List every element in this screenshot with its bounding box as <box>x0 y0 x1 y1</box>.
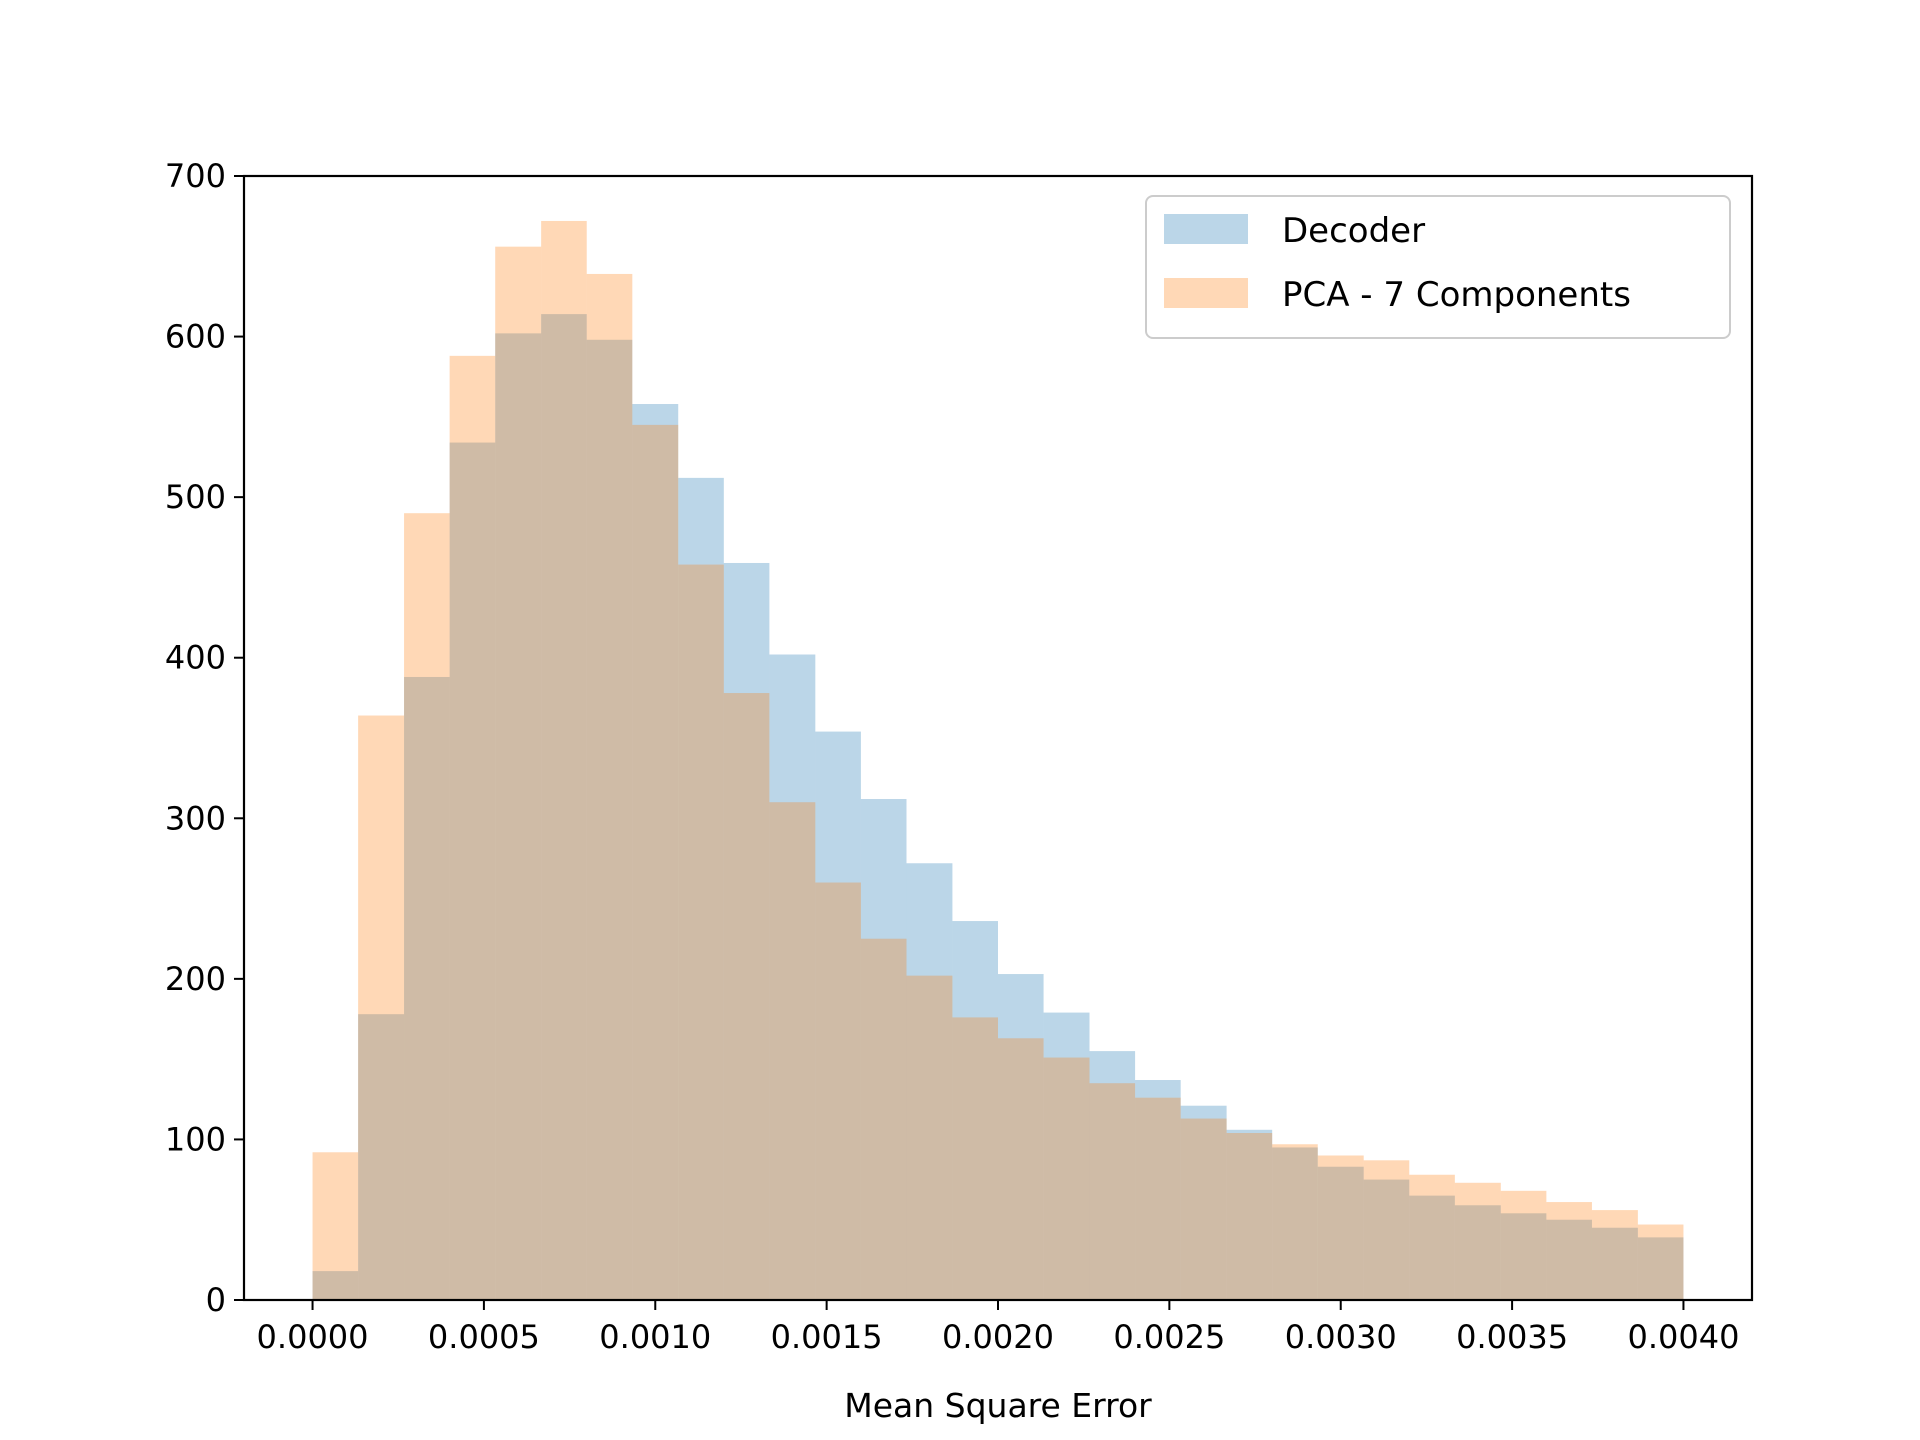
x-axis: 0.0000 0.0005 0.0010 0.0015 0.0020 0.0025 0.00… <box>257 1300 1739 1356</box>
x-tick-label: 0.0030 <box>1285 1318 1397 1356</box>
bar <box>769 802 816 1300</box>
bar <box>723 562 770 1300</box>
bar <box>906 863 953 1300</box>
x-tick-label: 0.0000 <box>257 1318 369 1356</box>
bar <box>1135 1080 1181 1300</box>
bar <box>1089 1083 1136 1300</box>
bar <box>1409 1174 1455 1300</box>
bar <box>1043 1057 1090 1300</box>
x-tick-label: 0.0020 <box>942 1318 1054 1356</box>
bar <box>1546 1219 1592 1300</box>
legend-swatch <box>1164 214 1248 244</box>
bar <box>723 693 770 1300</box>
y-tick-label: 100 <box>165 1120 226 1158</box>
bar <box>495 246 542 1301</box>
bar <box>1226 1133 1273 1300</box>
bar <box>769 654 816 1300</box>
bar <box>1591 1227 1638 1300</box>
bar <box>1363 1179 1410 1300</box>
bar <box>860 799 907 1300</box>
bar <box>1226 1129 1273 1300</box>
bar <box>541 314 587 1300</box>
x-tick-label: 0.0005 <box>428 1318 540 1356</box>
bar <box>1043 1012 1090 1300</box>
bar <box>952 921 998 1300</box>
bar <box>860 938 907 1300</box>
x-axis-label: Mean Square Error <box>844 1386 1152 1425</box>
bar <box>541 220 587 1301</box>
bar <box>632 424 679 1300</box>
bar <box>1089 1051 1136 1300</box>
y-tick-label: 700 <box>165 157 226 195</box>
plot-frame <box>242 174 1754 1302</box>
bar <box>586 339 633 1301</box>
y-tick-label: 0 <box>206 1281 226 1319</box>
y-tick-label: 500 <box>165 478 226 516</box>
bar <box>1317 1166 1364 1300</box>
y-tick-label: 400 <box>165 639 226 677</box>
bar <box>952 1017 998 1300</box>
bar <box>312 1271 359 1300</box>
bar <box>998 1038 1044 1300</box>
bar <box>449 355 496 1301</box>
bar <box>998 974 1044 1300</box>
series-1 <box>312 220 1684 1301</box>
bar <box>1272 1147 1318 1300</box>
bar <box>1180 1105 1227 1300</box>
x-tick-label: 0.0035 <box>1456 1318 1568 1356</box>
y-tick-label: 600 <box>165 318 226 356</box>
legend-label: PCA - 7 Components <box>1282 275 1631 315</box>
bar <box>678 477 724 1301</box>
bar <box>586 273 633 1300</box>
bar <box>815 882 861 1300</box>
series-0 <box>312 314 1684 1301</box>
bar <box>678 564 724 1300</box>
bar <box>815 731 861 1300</box>
bar <box>906 975 953 1300</box>
x-tick-label: 0.0015 <box>771 1318 883 1356</box>
bar <box>312 1152 359 1300</box>
bars <box>312 220 1684 1301</box>
bar <box>1363 1160 1410 1300</box>
bar <box>1317 1155 1364 1300</box>
bar <box>1500 1213 1547 1300</box>
bar <box>1591 1210 1638 1300</box>
bar <box>1500 1190 1547 1300</box>
legend-box <box>1145 195 1731 339</box>
bar <box>449 442 496 1300</box>
bar <box>358 1014 405 1300</box>
x-tick-label: 0.0010 <box>599 1318 711 1356</box>
bar <box>1272 1144 1318 1300</box>
y-axis: 0 100 200 300 400 500 600 700 <box>165 157 244 1319</box>
x-tick-label: 0.0025 <box>1113 1318 1225 1356</box>
bar <box>1180 1118 1227 1300</box>
bar <box>358 715 405 1300</box>
bar <box>1454 1205 1501 1300</box>
bar <box>404 513 450 1300</box>
bar <box>1135 1097 1181 1300</box>
bar <box>1637 1237 1684 1300</box>
legend-swatch <box>1164 278 1248 308</box>
bar <box>1454 1182 1501 1300</box>
bar <box>1546 1202 1592 1300</box>
y-tick-label: 200 <box>165 960 226 998</box>
legend: Decoder PCA - 7 Components <box>1145 195 1731 339</box>
bar <box>1637 1224 1684 1300</box>
bar <box>495 333 542 1300</box>
x-tick-label: 0.0040 <box>1627 1318 1739 1356</box>
plot-area <box>244 176 1752 1300</box>
legend-label: Decoder <box>1282 211 1425 251</box>
bar <box>404 676 450 1300</box>
bar <box>632 404 679 1300</box>
y-tick-label: 300 <box>165 799 226 837</box>
bar <box>1409 1195 1455 1300</box>
